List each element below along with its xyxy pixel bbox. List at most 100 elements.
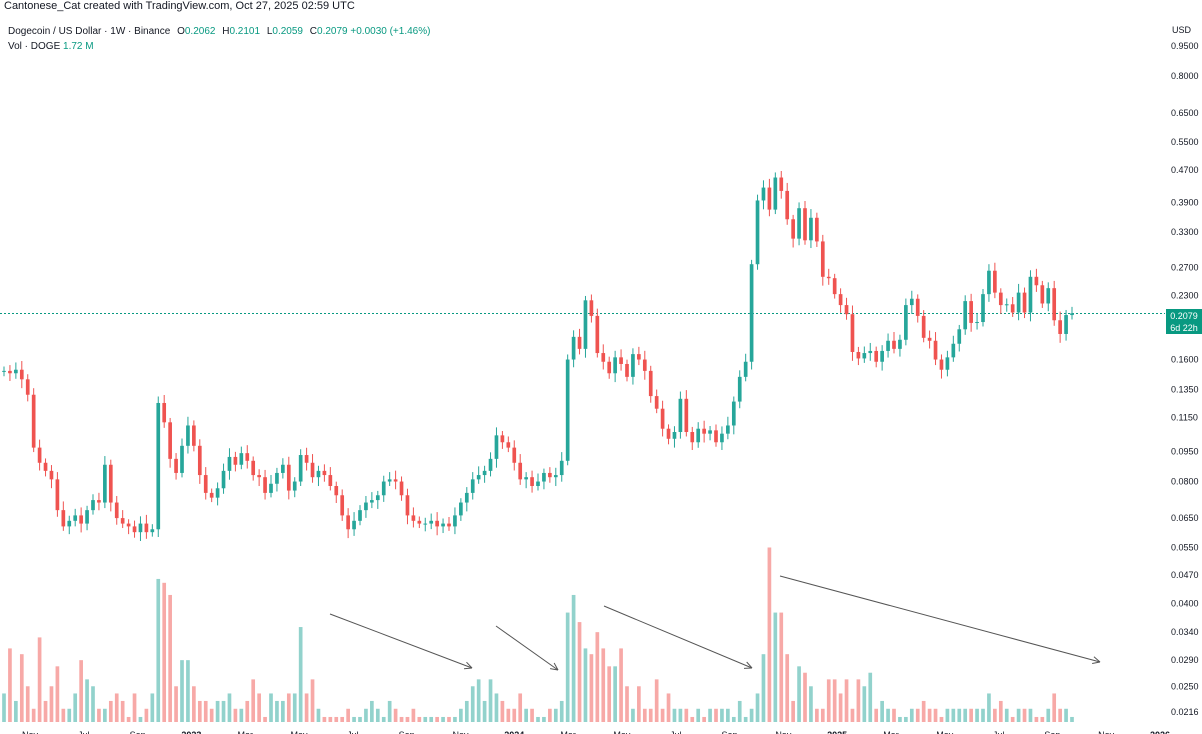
x-tick-label: Nov — [775, 730, 792, 734]
last-price-value: 0.2079 — [1170, 311, 1198, 321]
volume-bar — [577, 622, 582, 722]
candle-body — [103, 464, 107, 503]
volume-bar — [832, 679, 837, 722]
volume-bar — [352, 716, 356, 722]
y-tick-label: 0.6500 — [1171, 108, 1199, 118]
candle-body — [429, 520, 434, 524]
candle-body — [660, 408, 665, 429]
volume-bar — [506, 708, 511, 722]
volume-bar — [233, 708, 238, 722]
x-tick-label: Sep — [130, 730, 146, 734]
candle-body — [298, 455, 303, 482]
candle-body — [292, 481, 297, 491]
x-tick-label: Jul — [993, 730, 1005, 734]
volume-bar — [666, 693, 671, 722]
volume-bar — [19, 654, 24, 722]
volume-bar — [251, 679, 256, 722]
volume-label: Vol · DOGE — [8, 41, 61, 52]
volume-bar — [2, 693, 6, 722]
volume-bar — [488, 679, 493, 722]
x-tick-label: Nov — [452, 730, 469, 734]
currency-label[interactable]: USD — [1172, 25, 1192, 35]
candle-body — [957, 329, 962, 344]
trend-arrow-head — [746, 661, 753, 669]
x-tick-label: Sep — [399, 730, 415, 734]
volume-bar — [904, 716, 908, 722]
candle-body — [696, 428, 701, 443]
volume-bar — [470, 686, 475, 722]
y-tick-label: 0.3300 — [1171, 227, 1199, 237]
volume-bar — [346, 708, 350, 722]
x-tick-label: Jul — [670, 730, 682, 734]
change-value: +0.0030 (+1.46%) — [350, 26, 431, 37]
volume-bar — [263, 716, 267, 722]
volume-bar — [660, 708, 665, 722]
volume-bar — [886, 708, 890, 722]
candle-body — [981, 294, 985, 323]
candle-body — [67, 520, 72, 527]
volume-bar — [880, 700, 884, 722]
candle-body — [120, 518, 125, 524]
volume-bar — [743, 716, 748, 722]
volume-bar — [927, 708, 932, 722]
candle-body — [322, 470, 327, 476]
candle-body — [607, 361, 612, 374]
x-tick-label: Sep — [722, 730, 738, 734]
y-tick-label: 0.0340 — [1171, 627, 1199, 637]
candle-body — [263, 477, 267, 493]
candle-body — [512, 447, 517, 463]
volume-bar — [150, 693, 155, 722]
volume-bar — [1010, 716, 1015, 722]
volume-bar — [785, 654, 790, 722]
candle-body — [1034, 276, 1039, 286]
volume-bar — [1052, 693, 1057, 722]
candle-body — [381, 481, 386, 496]
volume-bar — [43, 700, 48, 722]
y-tick-label: 0.1350 — [1171, 384, 1199, 394]
low-key: L — [266, 26, 273, 37]
volume-bar — [749, 708, 754, 722]
volume-bar — [1040, 716, 1045, 722]
chart-credit: Cantonese_Cat created with TradingView.c… — [4, 0, 355, 12]
high-value: 0.2101 — [229, 26, 261, 37]
candle-body — [803, 208, 807, 241]
volume-bar — [601, 648, 606, 722]
y-tick-label: 0.0400 — [1171, 599, 1199, 609]
volume-bar — [1058, 708, 1062, 722]
volume-bar — [49, 686, 54, 722]
volume-bar — [1028, 708, 1033, 722]
candle-body — [476, 475, 481, 480]
candle-body — [595, 315, 600, 354]
candle-body — [1004, 304, 1009, 306]
volume-bar — [637, 686, 641, 722]
candle-body — [767, 187, 772, 210]
candle-body — [874, 350, 879, 362]
x-tick-label: 2025 — [827, 730, 847, 734]
candle-body — [815, 217, 819, 242]
volume-bar — [565, 612, 570, 722]
volume-bar — [1034, 716, 1039, 722]
volume-bar — [340, 716, 345, 722]
volume-bar — [969, 708, 973, 722]
candle-body — [672, 432, 677, 439]
volume-bar — [975, 708, 979, 722]
candle-body — [156, 402, 161, 530]
volume-bar — [714, 708, 718, 722]
chart-legend: Dogecoin / US Dollar · 1W · Binance O0.2… — [8, 24, 430, 54]
x-tick-label: Mar — [883, 730, 899, 734]
volume-bar — [512, 708, 517, 722]
candle-body — [1028, 276, 1033, 313]
candle-body — [536, 481, 540, 486]
trend-arrow-head — [550, 668, 559, 671]
candle-body — [494, 435, 499, 459]
y-tick-label: 0.0470 — [1171, 570, 1199, 580]
candle-body — [637, 354, 641, 360]
volume-bar — [156, 578, 161, 722]
candle-body — [506, 442, 511, 448]
candle-body — [1046, 288, 1051, 304]
candle-body — [73, 515, 78, 521]
candle-body — [49, 470, 54, 480]
volume-bar — [791, 700, 795, 722]
volume-bar — [583, 648, 588, 722]
